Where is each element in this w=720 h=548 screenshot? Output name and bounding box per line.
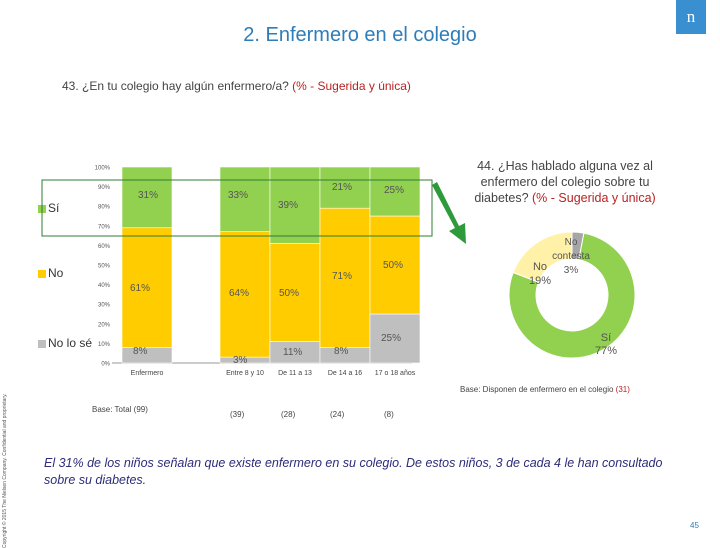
base-17-o-18: (8)	[384, 410, 394, 419]
donut-label-si-value: 77%	[595, 345, 617, 357]
page-number: 45	[690, 521, 699, 530]
y-tick-label: 60%	[98, 244, 111, 250]
data-label: 71%	[332, 271, 352, 282]
copyright-notice: Copyright © 2015 The Nielsen Company. Co…	[2, 393, 8, 548]
base-de-11-a-13: (28)	[281, 410, 296, 419]
data-label: 50%	[383, 260, 403, 271]
base-enfermero: Base: Disponen de enfermero en el colegi…	[460, 385, 630, 394]
y-tick-label: 80%	[98, 205, 111, 211]
highlight-arrow	[432, 182, 466, 244]
donut-label-no-contesta-2: contesta	[552, 251, 590, 262]
bar-segment	[369, 313, 421, 364]
brand-logo: n	[676, 0, 706, 34]
si-highlight-box	[41, 179, 433, 237]
data-label: 21%	[332, 182, 352, 193]
bar-segment	[369, 215, 421, 315]
question-43: 43. ¿En tu colegio hay algún enfermero/a…	[62, 79, 411, 93]
bar-segment	[319, 207, 371, 348]
donut-label-no-contesta-value: 3%	[564, 265, 579, 276]
y-tick-label: 50%	[98, 264, 111, 270]
data-label: 25%	[381, 333, 401, 344]
base-total: Base: Total (99)	[92, 405, 148, 414]
legend-label-no: No	[48, 266, 64, 280]
data-label: 61%	[130, 283, 150, 294]
data-label: 3%	[233, 355, 248, 366]
y-tick-label: 10%	[98, 342, 111, 348]
x-tick-label: Enfermero	[131, 370, 164, 377]
data-label: 25%	[384, 185, 404, 196]
legend-label-si: Sí	[48, 201, 60, 215]
x-tick-label: De 11 a 13	[278, 370, 312, 377]
bar-segment	[219, 166, 271, 232]
donut-label-si: Sí	[601, 332, 611, 344]
donut-slice	[512, 231, 573, 283]
data-label: 64%	[229, 288, 249, 299]
y-tick-label: 100%	[95, 166, 111, 172]
base-de-14-a-16: (24)	[330, 410, 345, 419]
y-tick-label: 30%	[98, 303, 111, 309]
legend-label-nolose: No lo sé	[48, 336, 93, 350]
y-tick-label: 40%	[98, 283, 111, 289]
question-44: 44. ¿Has hablado alguna vez al enfermero…	[470, 158, 660, 206]
donut-label-no-contesta: No	[565, 237, 578, 248]
x-tick-label: Entre 8 y 10	[226, 370, 264, 377]
data-label: 11%	[283, 347, 302, 358]
bar-segment	[269, 243, 321, 342]
data-label: 50%	[279, 288, 299, 299]
bar-segment	[369, 166, 421, 217]
legend-swatch-nolose	[38, 340, 46, 348]
legend-swatch-no	[38, 270, 46, 278]
bar-segment	[121, 227, 173, 348]
bar-segment	[319, 166, 371, 209]
data-label: 39%	[278, 200, 298, 211]
question-44-qualifier: (% - Sugerida y única)	[532, 191, 656, 205]
base-entre-8-y-10: (39)	[230, 410, 245, 419]
page-title: 2. Enfermero en el colegio	[243, 24, 477, 46]
base-enfermero-text: Base: Disponen de enfermero en el colegi…	[460, 385, 614, 394]
x-tick-label: 17 o 18 años	[375, 370, 416, 377]
data-label: 8%	[334, 346, 349, 357]
question-43-qualifier: (% - Sugerida y única)	[292, 79, 411, 93]
x-tick-label: De 14 a 16	[328, 370, 362, 377]
donut-label-no: No	[533, 261, 547, 273]
data-label: 8%	[133, 346, 148, 357]
donut-label-no-value: 19%	[529, 275, 551, 287]
question-44-text: 44. ¿Has hablado alguna vez al enfermero…	[474, 159, 653, 205]
data-label: 31%	[138, 190, 158, 201]
data-label: 33%	[228, 190, 248, 201]
y-tick-label: 70%	[98, 224, 111, 230]
y-tick-label: 20%	[98, 322, 111, 328]
bar-segment	[121, 166, 173, 229]
bar-segment	[219, 231, 271, 358]
y-tick-label: 90%	[98, 185, 111, 191]
donut-slice	[508, 232, 636, 359]
conclusion-text: El 31% de los niños señalan que existe e…	[44, 456, 663, 487]
base-enfermero-n: (31)	[615, 385, 630, 394]
question-43-text: 43. ¿En tu colegio hay algún enfermero/a…	[62, 79, 289, 93]
y-tick-label: 0%	[101, 362, 110, 368]
